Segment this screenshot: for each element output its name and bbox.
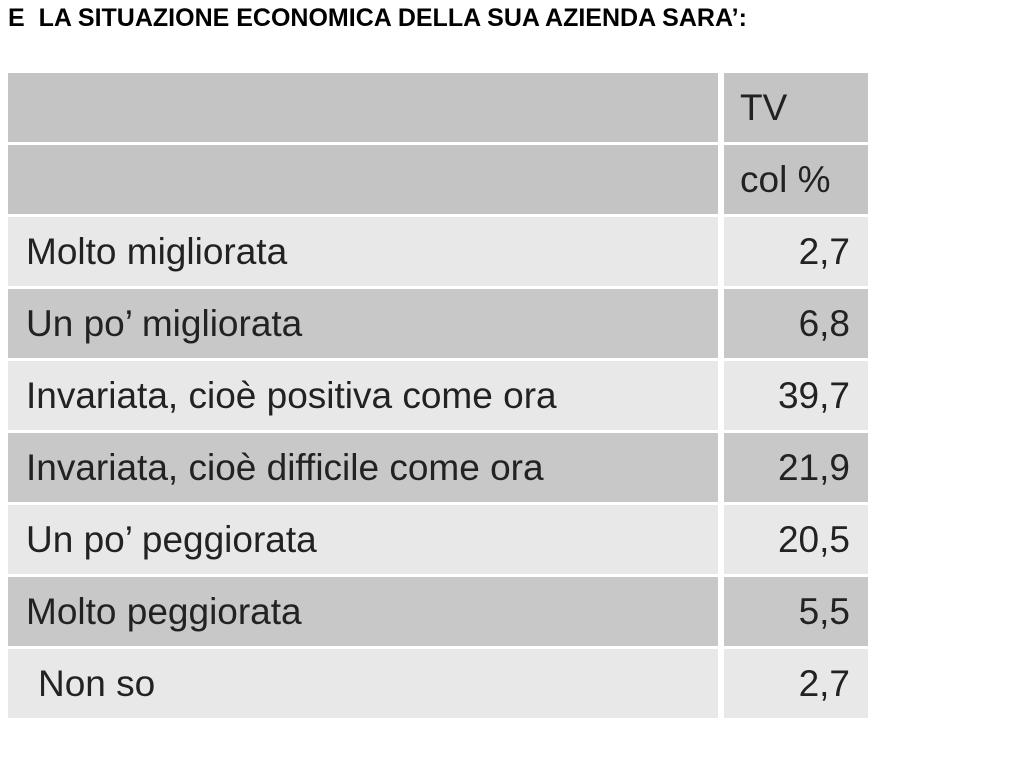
row: Molto peggiorata 5,5 — [8, 577, 868, 649]
row-label: Non so — [8, 649, 724, 721]
row-label: Invariata, cioè difficile come ora — [8, 433, 724, 505]
row-label: Molto migliorata — [8, 217, 724, 289]
value-cell: 39,7 — [724, 361, 868, 433]
title: E LA SITUAZIONE ECONOMICA DELLA SUA AZIE… — [8, 4, 747, 32]
row-label: Invariata, cioè positiva come ora — [8, 361, 724, 433]
value-cell: 5,5 — [724, 577, 868, 649]
value-cell: 20,5 — [724, 505, 868, 577]
row: Un po’ peggiorata 20,5 — [8, 505, 868, 577]
row-label: Un po’ peggiorata — [8, 505, 724, 577]
header-row: TV — [8, 73, 868, 145]
value-cell: 6,8 — [724, 289, 868, 361]
value-cell: 2,7 — [724, 649, 868, 721]
row: Non so 2,7 — [8, 649, 868, 721]
value-cell: 2,7 — [724, 217, 868, 289]
row: Un po’ migliorata 6,8 — [8, 289, 868, 361]
empty-cell — [8, 73, 724, 145]
row: Invariata, cioè positiva come ora 39,7 — [8, 361, 868, 433]
row: Invariata, cioè difficile come ora 21,9 — [8, 433, 868, 505]
value-cell: 21,9 — [724, 433, 868, 505]
data-table: TV col % Molto migliorata 2,7 Un po’ migl… — [8, 73, 868, 721]
row-label: Molto peggiorata — [8, 577, 724, 649]
column-header: TV — [724, 73, 868, 145]
empty-cell — [8, 145, 724, 217]
row: Molto migliorata 2,7 — [8, 217, 868, 289]
row-label: Un po’ migliorata — [8, 289, 724, 361]
column-header: col % — [724, 145, 868, 217]
header-row: col % — [8, 145, 868, 217]
